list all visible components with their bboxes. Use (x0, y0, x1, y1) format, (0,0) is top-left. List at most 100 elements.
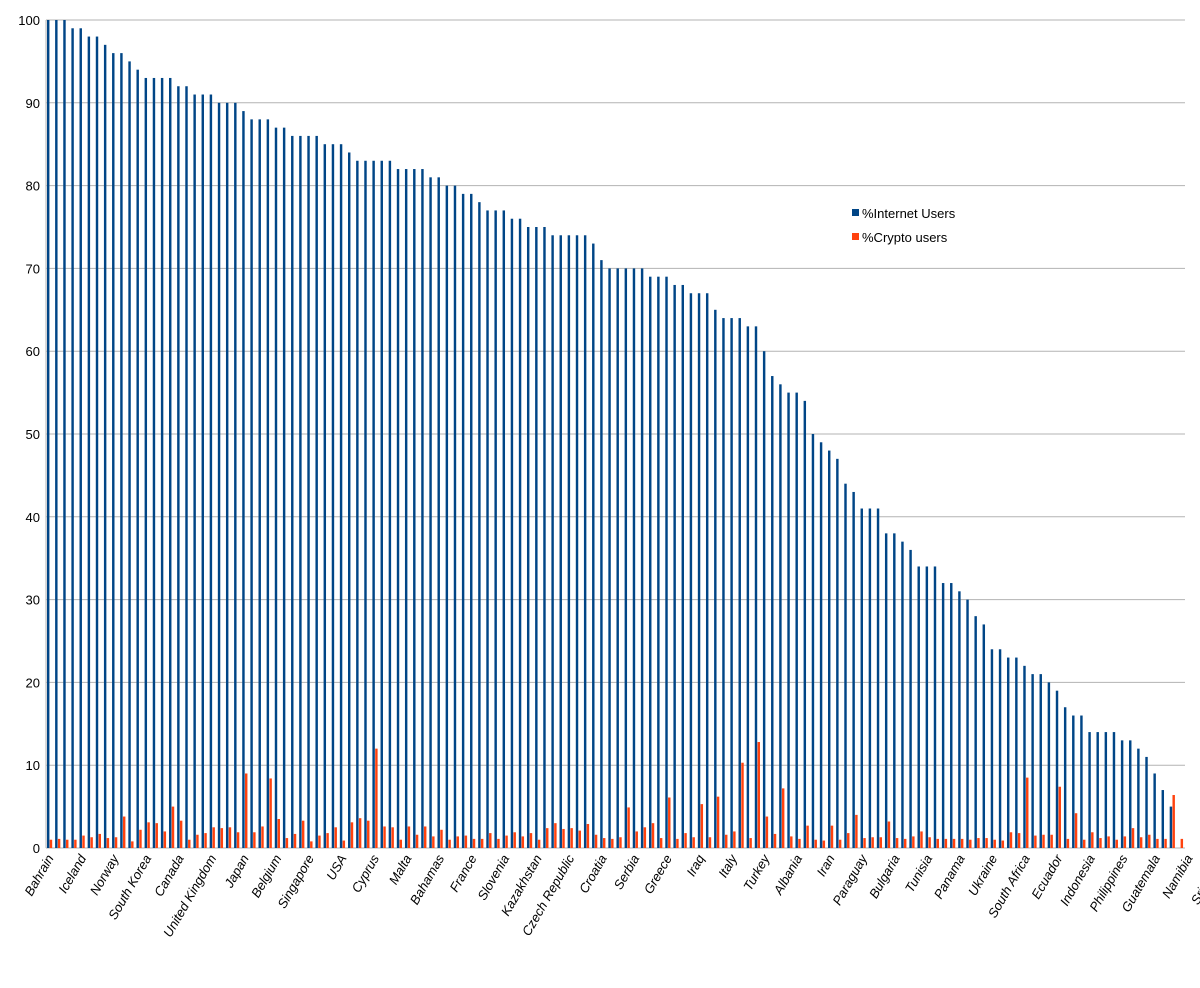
bar-crypto-users (546, 828, 549, 848)
bar-internet-users (868, 508, 872, 848)
bar-crypto-users (871, 837, 874, 848)
bar-crypto-users (1139, 837, 1143, 848)
bar-crypto-users (920, 831, 923, 848)
y-tick-label: 50 (26, 427, 40, 442)
bar-crypto-users (1082, 839, 1086, 848)
bar-series (46, 20, 1184, 849)
bar-crypto-users (741, 762, 744, 848)
x-category-label: Norway (87, 851, 123, 898)
bar-crypto-users (1091, 832, 1094, 848)
bar-internet-users (169, 77, 172, 848)
bar-crypto-users (651, 823, 655, 848)
bar-internet-users (315, 135, 318, 849)
bar-crypto-users (407, 826, 411, 848)
bar-internet-users (128, 61, 131, 848)
bar-crypto-users (1058, 786, 1062, 848)
y-tick-label: 90 (26, 96, 40, 111)
bar-internet-users (339, 144, 343, 848)
bar-crypto-users (903, 838, 907, 848)
y-tick-label: 0 (33, 841, 40, 856)
x-category-label: Canada (151, 852, 187, 899)
bar-internet-users (933, 566, 937, 848)
bar-crypto-users (708, 837, 712, 848)
y-tick-label: 20 (26, 675, 40, 690)
bar-internet-users (331, 144, 335, 848)
bar-internet-users (649, 276, 652, 848)
bar-crypto-users (716, 796, 720, 848)
bar-crypto-users (82, 835, 85, 848)
bar-crypto-users (139, 829, 142, 848)
bar-internet-users (1120, 740, 1124, 848)
bar-internet-users (1137, 748, 1140, 848)
bar-internet-users (917, 566, 920, 848)
bar-internet-users (681, 284, 684, 849)
bar-internet-users (396, 169, 400, 849)
bar-crypto-users (90, 837, 93, 848)
bar-crypto-users (114, 837, 118, 848)
bar-crypto-users (513, 832, 516, 848)
legend-label-internet-users: %Internet Users (862, 206, 956, 221)
bar-internet-users (453, 185, 457, 849)
bar-internet-users (754, 326, 758, 848)
bar-internet-users (722, 318, 725, 849)
bar-crypto-users (334, 827, 337, 848)
bar-crypto-users (98, 833, 101, 848)
bar-crypto-users (1115, 839, 1118, 848)
bar-internet-users (998, 649, 1002, 848)
bar-crypto-users (383, 826, 386, 848)
bar-crypto-users (977, 838, 980, 848)
bar-crypto-users (122, 816, 126, 848)
bar-internet-users (1169, 806, 1173, 848)
bar-internet-users (502, 210, 506, 848)
bar-crypto-users (1148, 834, 1151, 848)
bar-crypto-users (253, 832, 256, 848)
bar-internet-users (1080, 715, 1083, 848)
bar-internet-users (592, 243, 595, 848)
bar-crypto-users (700, 804, 704, 848)
bar-crypto-users (1156, 838, 1159, 848)
y-tick-label: 10 (26, 758, 40, 773)
bar-internet-users (958, 591, 961, 848)
bar-internet-users (884, 533, 888, 848)
bar-internet-users (1161, 790, 1165, 848)
bar-internet-users (356, 160, 359, 848)
bar-internet-users (803, 400, 807, 848)
bar-internet-users (1047, 682, 1051, 848)
bar-internet-users (1039, 674, 1042, 848)
bar-crypto-users (692, 837, 695, 848)
bar-crypto-users (969, 839, 972, 848)
bar-internet-users (567, 235, 571, 848)
bar-crypto-users (497, 838, 500, 848)
bar-internet-users (1072, 715, 1075, 848)
y-axis-tick-labels: 0 10 20 30 40 50 60 70 80 90 100 (18, 13, 40, 856)
bar-internet-users (372, 160, 375, 848)
x-category-label: Italy (715, 851, 741, 880)
x-category-label: Tunisia (902, 852, 935, 895)
legend: %Internet Users %Crypto users (852, 206, 956, 245)
bar-crypto-users (928, 837, 931, 848)
bar-internet-users (543, 227, 546, 848)
bar-internet-users (348, 152, 351, 849)
bar-internet-users (1088, 732, 1091, 848)
bar-crypto-users (554, 823, 557, 848)
bar-internet-users (274, 127, 278, 848)
bar-crypto-users (765, 816, 769, 848)
bar-crypto-users (790, 836, 793, 848)
bar-crypto-users (960, 838, 964, 848)
bar-internet-users (730, 318, 733, 849)
bar-internet-users (1055, 690, 1059, 848)
bar-crypto-users (1066, 838, 1070, 848)
bar-crypto-users (342, 840, 346, 848)
bar-internet-users (87, 36, 91, 849)
bar-internet-users (55, 20, 58, 848)
x-category-label: Iceland (55, 851, 89, 895)
bar-internet-users (811, 434, 815, 848)
bar-internet-users (608, 268, 611, 848)
legend-label-crypto-users: %Crypto users (862, 230, 948, 245)
bar-internet-users (787, 392, 790, 848)
bar-crypto-users (1180, 838, 1184, 848)
y-tick-label: 30 (26, 593, 40, 608)
bar-crypto-users (993, 839, 996, 848)
gridlines (45, 19, 1185, 849)
bar-internet-users (71, 28, 74, 848)
